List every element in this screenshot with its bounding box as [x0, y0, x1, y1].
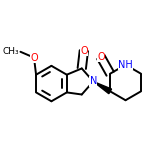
Text: O: O [97, 52, 105, 62]
Text: O: O [30, 53, 38, 63]
Text: O: O [80, 46, 88, 56]
Text: NH: NH [118, 60, 133, 70]
Text: N: N [90, 76, 97, 86]
Polygon shape [93, 81, 112, 94]
Text: CH₃: CH₃ [2, 47, 19, 56]
